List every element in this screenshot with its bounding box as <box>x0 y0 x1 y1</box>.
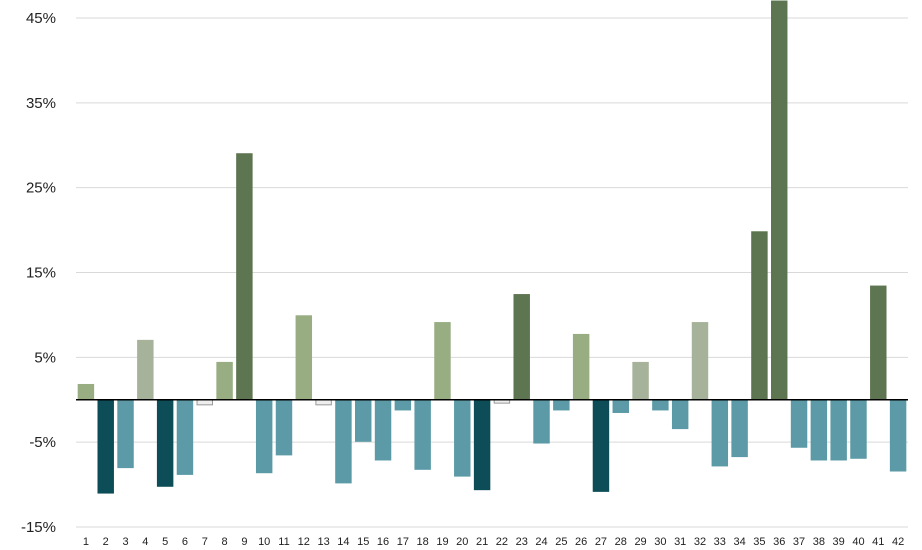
bar-38 <box>810 399 828 461</box>
bar-41 <box>870 285 887 401</box>
x-tick-labels: 1 2 3 4 5 6 7 8 9 10 11 12 13 14 15 16 17 18 19 20 21 22 23 24 2… <box>83 536 904 548</box>
x-tick-label: 2 <box>103 536 109 548</box>
x-tick-label: 25 <box>555 536 567 548</box>
bar-19 <box>434 322 451 401</box>
x-tick-label: 31 <box>674 536 686 548</box>
bar-33 <box>711 399 729 467</box>
bar-12 <box>295 315 313 401</box>
bar-24 <box>533 399 550 444</box>
bar-27 <box>592 399 610 492</box>
x-tick-label: 37 <box>793 536 805 548</box>
x-tick-label: 19 <box>436 536 448 548</box>
bar-15 <box>355 399 372 442</box>
bars-layer <box>77 0 907 494</box>
x-tick-label: 18 <box>417 536 429 548</box>
x-tick-label: 27 <box>595 536 607 548</box>
y-tick-labels: -15% -5% 5% 15% 25% 35% 45% <box>21 10 56 536</box>
bar-28 <box>612 399 629 413</box>
bar-23 <box>513 294 530 401</box>
x-tick-label: 14 <box>337 536 349 548</box>
x-tick-label: 41 <box>872 536 884 548</box>
y-tick-label: -5% <box>29 434 56 451</box>
bar-17 <box>394 399 412 411</box>
x-tick-label: 9 <box>241 536 247 548</box>
x-tick-label: 24 <box>535 536 547 548</box>
x-tick-label: 3 <box>122 536 128 548</box>
bar-11 <box>275 399 293 456</box>
x-tick-label: 39 <box>833 536 845 548</box>
bar-34 <box>731 399 748 458</box>
y-tick-label: 35% <box>26 95 56 112</box>
x-tick-label: 35 <box>753 536 765 548</box>
x-tick-label: 26 <box>575 536 587 548</box>
x-tick-label: 22 <box>496 536 508 548</box>
x-tick-label: 32 <box>694 536 706 548</box>
bar-16 <box>374 399 392 461</box>
bar-37 <box>790 399 808 448</box>
bar-25 <box>553 399 570 411</box>
x-tick-label: 33 <box>714 536 726 548</box>
y-tick-label: 45% <box>26 10 56 27</box>
x-tick-label: 12 <box>298 536 310 548</box>
x-tick-label: 28 <box>615 536 627 548</box>
bar-2 <box>97 399 114 494</box>
bar-1 <box>77 383 95 401</box>
bar-29 <box>632 361 649 401</box>
x-tick-label: 6 <box>182 536 188 548</box>
bar-36 <box>771 0 788 401</box>
bar-35 <box>751 231 768 401</box>
x-tick-label: 21 <box>476 536 488 548</box>
bar-26 <box>572 333 590 401</box>
x-tick-label: 15 <box>357 536 369 548</box>
x-tick-label: 4 <box>142 536 148 548</box>
x-tick-label: 7 <box>202 536 208 548</box>
x-tick-label: 16 <box>377 536 389 548</box>
y-tick-label: 15% <box>26 265 56 282</box>
bar-30 <box>652 399 669 411</box>
x-tick-label: 29 <box>634 536 646 548</box>
bar-10 <box>255 399 273 474</box>
bar-39 <box>830 399 847 461</box>
bar-21 <box>473 399 491 491</box>
bar-42 <box>889 399 907 472</box>
x-tick-label: 10 <box>258 536 270 548</box>
x-tick-label: 34 <box>733 536 745 548</box>
bar-32 <box>691 322 709 401</box>
bar-5 <box>156 399 174 487</box>
x-tick-label: 8 <box>222 536 228 548</box>
x-tick-label: 11 <box>278 536 289 548</box>
y-tick-label: 25% <box>26 180 56 197</box>
bar-14 <box>335 399 352 484</box>
bar-31 <box>671 399 689 430</box>
x-tick-label: 20 <box>456 536 468 548</box>
bar-9 <box>236 153 253 401</box>
x-tick-label: 5 <box>162 536 168 548</box>
bar-3 <box>117 399 134 469</box>
bar-20 <box>454 399 471 477</box>
bar-6 <box>176 399 194 475</box>
x-tick-label: 30 <box>654 536 666 548</box>
x-tick-label: 42 <box>892 536 904 548</box>
x-tick-label: 38 <box>813 536 825 548</box>
x-tick-label: 1 <box>83 536 89 548</box>
bar-18 <box>414 399 431 470</box>
x-tick-label: 13 <box>317 536 329 548</box>
y-tick-label: -15% <box>21 519 56 536</box>
x-tick-label: 36 <box>773 536 785 548</box>
x-tick-label: 23 <box>516 536 528 548</box>
bar-8 <box>216 361 233 401</box>
y-tick-label: 5% <box>34 349 56 366</box>
x-tick-label: 17 <box>397 536 409 548</box>
x-tick-label: 40 <box>852 536 864 548</box>
bar-40 <box>850 399 867 459</box>
bar-4 <box>137 339 154 401</box>
grid-layer <box>76 17 908 528</box>
